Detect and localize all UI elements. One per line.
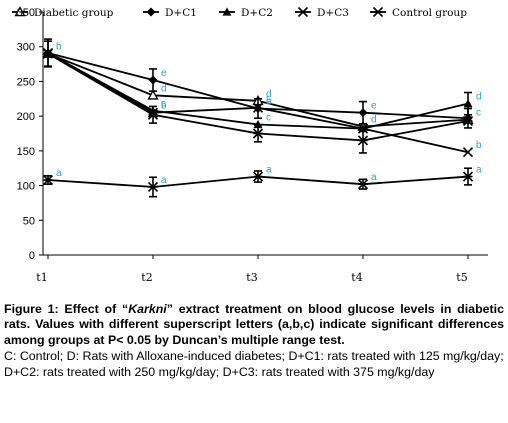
legend-marker — [146, 7, 156, 17]
legend-label: D+C2 — [241, 7, 273, 19]
legend-label: D+C3 — [317, 7, 349, 19]
data-point — [252, 102, 264, 113]
significance-letter: a — [266, 165, 272, 176]
caption-italic-term: Karkni — [128, 302, 167, 316]
significance-letter: e — [266, 97, 272, 108]
significance-letter: d — [266, 89, 272, 100]
line-chart: Diabetic group D+C1 D+C2 D+C3 Control group … — [12, 6, 488, 284]
x-axis: t1 t2 t3 t4 t5 — [36, 254, 488, 284]
series-2: ccd — [43, 48, 482, 133]
legend-marker — [14, 6, 26, 17]
significance-letter: a — [371, 172, 377, 183]
caption-title: Figure 1: Effect of “Karkni” extract tre… — [4, 302, 504, 348]
data-point — [357, 179, 369, 190]
y-tick-label: 350 — [17, 7, 35, 19]
significance-letter: b — [161, 101, 167, 112]
series-1: e e e — [43, 38, 473, 129]
significance-letter: d — [371, 115, 377, 126]
significance-letter: e — [161, 68, 167, 79]
caption-bold-prefix: Figure 1: Effect of “ — [4, 302, 129, 316]
data-point — [357, 135, 369, 146]
legend-marker — [297, 6, 309, 18]
legend-item: D+C2 — [219, 7, 273, 19]
data-point — [358, 108, 368, 118]
caption-bold-suffix: ” extract treatment on blood glucose lev… — [4, 302, 504, 347]
significance-letter: d — [476, 92, 482, 103]
y-tick-label: 250 — [17, 76, 35, 88]
x-tick-label: t5 — [456, 271, 467, 284]
data-point — [462, 115, 474, 127]
caption-legend-text: C: Control; D: Rats with Alloxane-induce… — [4, 349, 504, 379]
data-point — [148, 75, 158, 85]
figure-caption: Figure 1: Effect of “Karkni” extract tre… — [4, 302, 504, 380]
significance-letter: b — [56, 42, 62, 53]
y-tick-label: 0 — [29, 250, 35, 262]
y-tick-label: 50 — [23, 215, 35, 227]
series-4 — [42, 48, 474, 154]
y-axis: 0 50 100 150 200 250 300 350 — [17, 7, 44, 262]
legend-item: Control group — [370, 6, 467, 19]
y-tick-label: 150 — [17, 146, 35, 158]
legend-label: D+C1 — [165, 7, 197, 19]
y-tick-label: 200 — [17, 111, 35, 123]
legend-marker — [222, 7, 232, 16]
significance-letter: a — [161, 175, 167, 186]
significance-letter: b — [266, 96, 272, 107]
significance-letter: a — [56, 168, 62, 179]
data-point — [147, 89, 159, 100]
legend-item: D+C1 — [143, 7, 197, 19]
significance-letter: c — [476, 108, 481, 119]
data-point — [253, 119, 263, 129]
significance-letter: e — [371, 101, 377, 112]
significance-letter: d — [161, 83, 167, 94]
significance-letter: c — [161, 99, 166, 110]
x-tick-label: t2 — [141, 271, 152, 284]
legend-item: D+C3 — [295, 6, 349, 19]
legend-label: Diabetic group — [34, 7, 114, 19]
data-point — [462, 147, 474, 158]
data-point — [463, 99, 473, 108]
significance-letter: a — [476, 165, 482, 176]
x-tick-label: t3 — [246, 271, 257, 284]
data-point — [42, 174, 54, 186]
data-point — [462, 171, 474, 182]
data-point — [252, 128, 264, 139]
data-point — [147, 181, 159, 193]
significance-letter: c — [266, 112, 271, 123]
legend-item: Diabetic group — [12, 6, 114, 19]
legend-label: Control group — [392, 7, 467, 19]
x-tick-label: t4 — [351, 271, 362, 284]
legend-marker — [372, 6, 384, 18]
data-point — [252, 171, 264, 182]
data-point — [42, 48, 54, 59]
data-point — [147, 109, 159, 120]
y-tick-label: 300 — [17, 42, 35, 54]
y-tick-label: 100 — [17, 181, 35, 193]
x-tick-label: t1 — [36, 271, 47, 284]
significance-letter: b — [476, 140, 482, 151]
legend: Diabetic group D+C1 D+C2 D+C3 Control group — [12, 6, 467, 19]
